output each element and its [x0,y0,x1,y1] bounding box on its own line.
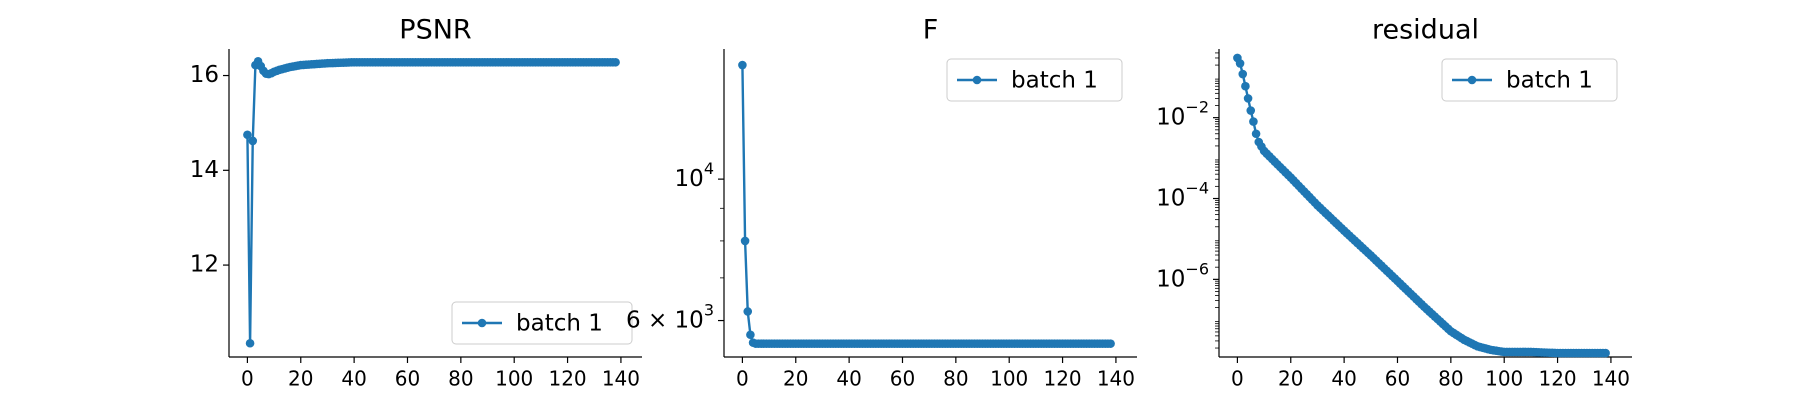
data-point [1106,339,1115,348]
x-tick-label: 0 [1231,367,1244,391]
x-tick-label: 100 [990,367,1028,391]
y-tick-label: 12 [190,252,219,278]
data-point [1601,348,1610,358]
legend-label: batch 1 [1011,68,1098,94]
data-point [1243,94,1253,103]
x-tick-label: 0 [241,367,254,391]
y-tick-label: 10−6 [1156,259,1209,292]
x-tick-label: 140 [602,367,640,391]
chart-panel-f: F 0 20 40 60 80 100 120 140 104 6 × 103 batch 1 [626,15,1137,391]
legend-box [946,58,1123,102]
y-tick-label: 104 [675,159,714,192]
data-point [1241,81,1250,91]
x-tick-label: 140 [1592,367,1630,391]
x-tick-label: 20 [288,367,313,391]
y-tick-label: 10−2 [1156,97,1209,130]
data-point [1251,129,1261,139]
legend-marker-swatch [477,318,487,328]
y-tick-label: 6 × 103 [626,300,714,333]
x-tick-label: 120 [548,367,586,391]
data-point [245,338,255,348]
chart-title: residual [1372,15,1479,46]
data-point [611,57,620,67]
x-tick-label: 60 [1385,367,1410,391]
x-tick-label: 20 [783,367,808,391]
series-line [741,65,1111,345]
y-tick-label: 16 [190,62,219,88]
data-point [743,307,753,316]
legend-box [1441,58,1618,102]
x-tick-label: 120 [1043,367,1081,391]
data-point [740,236,750,246]
series-line [246,59,616,344]
chart-title: F [923,15,939,46]
data-point [243,130,252,140]
legend: batch 1 [451,301,633,345]
y-tick-label: 14 [190,157,219,183]
x-tick-label: 0 [736,367,749,391]
x-tick-label: 80 [943,367,968,391]
legend-marker-swatch [1467,75,1477,85]
x-tick-label: 40 [341,367,366,391]
data-point [746,330,755,340]
data-point [738,60,747,70]
legend-marker-swatch [972,75,982,85]
chart-panel-psnr: PSNR 0 20 40 60 80 100 120 140 12 14 16 batch 1 [190,15,642,391]
x-tick-label: 60 [890,367,915,391]
x-tick-label: 60 [395,367,420,391]
data-point [1249,117,1258,126]
x-tick-label: 20 [1278,367,1303,391]
legend-label: batch 1 [1506,68,1593,94]
y-tick-label: 10−4 [1156,178,1209,211]
x-tick-label: 40 [836,367,861,391]
x-tick-label: 140 [1097,367,1135,391]
legend: batch 1 [946,58,1123,102]
x-tick-label: 120 [1538,367,1576,391]
x-tick-label: 80 [448,367,473,391]
legend: batch 1 [1441,58,1618,102]
legend-box [451,301,633,345]
x-tick-label: 100 [495,367,533,391]
x-tick-label: 80 [1438,367,1463,391]
x-tick-label: 40 [1331,367,1356,391]
data-point [1238,69,1248,79]
chart-panel-residual: residual 0 20 40 60 80 100 120 140 10−2 10−4 10−6 ba… [1156,15,1632,391]
data-point [248,136,258,146]
data-point [1235,59,1245,68]
legend-label: batch 1 [516,311,603,337]
data-point [1246,106,1256,115]
x-tick-label: 100 [1485,367,1523,391]
chart-title: PSNR [399,15,471,46]
